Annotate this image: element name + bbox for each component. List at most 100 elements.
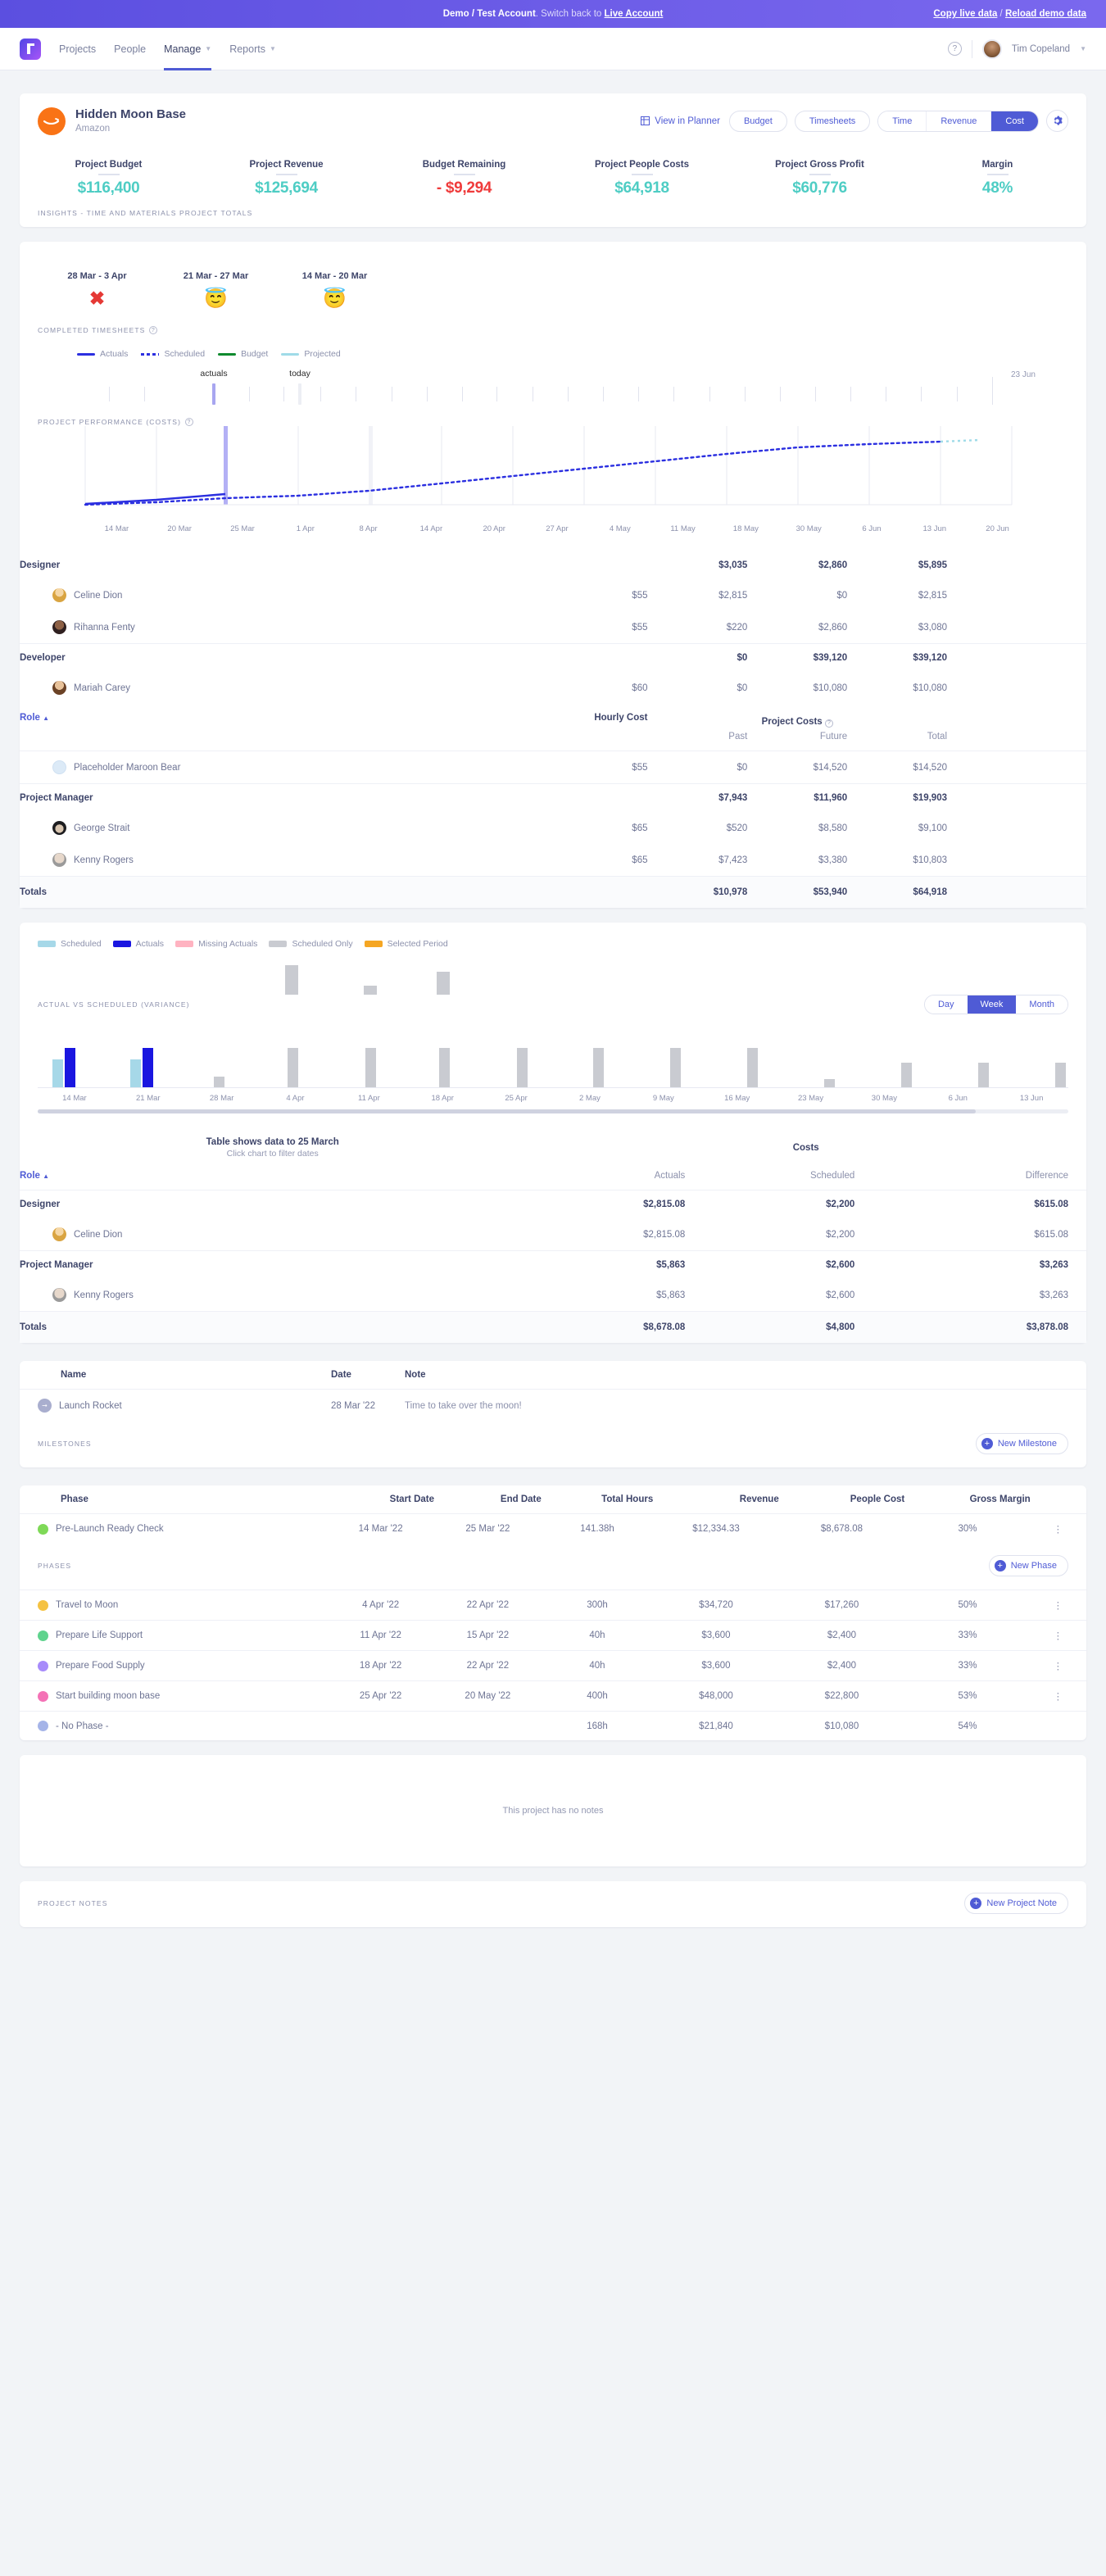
- column-header-past: Past: [647, 732, 748, 752]
- table-row[interactable]: ➞ Launch Rocket 28 Mar '22 Time to take …: [20, 1390, 1086, 1422]
- app-logo-icon[interactable]: [20, 38, 41, 60]
- phase-cost: $22,800: [778, 1680, 905, 1712]
- variance-chart[interactable]: [38, 1023, 1068, 1089]
- new-milestone-label: New Milestone: [997, 1439, 1057, 1449]
- role-group-name: Designer: [20, 560, 61, 571]
- sort-by-role[interactable]: Role ▲: [20, 704, 492, 732]
- table-row[interactable]: Travel to Moon 4 Apr '22 22 Apr '22 300h…: [20, 1590, 1086, 1621]
- gear-icon[interactable]: [1046, 110, 1068, 132]
- help-icon[interactable]: ?: [947, 42, 962, 56]
- table-row[interactable]: Placeholder Maroon Bear $55 $0 $14,520 $…: [20, 751, 1086, 785]
- nav-item-people[interactable]: People: [114, 28, 146, 70]
- timesheet-week[interactable]: 21 Mar - 27 Mar 😇: [156, 271, 275, 308]
- table-row[interactable]: Celine Dion $2,815.08 $2,200 $615.08: [20, 1218, 1086, 1252]
- phase-row-menu-icon[interactable]: ⋮: [1030, 1590, 1086, 1621]
- table-row[interactable]: Start building moon base 25 Apr '22 20 M…: [20, 1680, 1086, 1712]
- table-row[interactable]: Celine Dion $55 $2,815 $0 $2,815: [20, 579, 1086, 611]
- banner-separator: /: [997, 9, 1005, 19]
- phase-row-menu-icon[interactable]: ⋮: [1030, 1680, 1086, 1712]
- chevron-up-icon: ▲: [43, 714, 50, 723]
- hourly-cost: $55: [491, 611, 648, 645]
- table-row[interactable]: Prepare Life Support 11 Apr '22 15 Apr '…: [20, 1620, 1086, 1652]
- nav-item-manage[interactable]: Manage ▼: [164, 28, 212, 70]
- table-row[interactable]: Mariah Carey $60 $0 $10,080 $10,080: [20, 672, 1086, 704]
- group-scheduled: $2,600: [826, 1260, 855, 1271]
- table-row[interactable]: Kenny Rogers $5,863 $2,600 $3,263: [20, 1279, 1086, 1313]
- person-name: Kenny Rogers: [74, 1290, 134, 1300]
- scrollbar-thumb[interactable]: [38, 1109, 976, 1114]
- timesheet-week[interactable]: 14 Mar - 20 Mar 😇: [275, 271, 394, 308]
- new-project-note-button[interactable]: + New Project Note: [964, 1893, 1068, 1915]
- phases-caption: PHASES: [38, 1562, 72, 1571]
- column-header-hourly-cost: Hourly Cost: [594, 713, 648, 723]
- phase-revenue: $12,334.33: [692, 1524, 740, 1535]
- bar-scheduled-only: [517, 1048, 528, 1088]
- new-phase-button[interactable]: + New Phase: [988, 1555, 1068, 1577]
- budget-button[interactable]: Budget: [728, 110, 787, 132]
- performance-chart[interactable]: [38, 426, 1068, 524]
- phases-card: Phase Start Date End Date Total Hours Re…: [20, 1485, 1086, 1741]
- help-icon[interactable]: ?: [149, 326, 158, 335]
- phase-row-menu-icon[interactable]: ⋮: [1030, 1650, 1086, 1682]
- phase-start: 11 Apr '22: [327, 1620, 434, 1652]
- column-header-end-date: End Date: [434, 1485, 542, 1515]
- table-row[interactable]: George Strait $65 $520 $8,580 $9,100: [20, 812, 1086, 844]
- nav-item-projects[interactable]: Projects: [59, 28, 96, 70]
- copy-live-data-link[interactable]: Copy live data: [933, 9, 998, 19]
- range-day-button[interactable]: Day: [924, 995, 968, 1014]
- table-row[interactable]: Kenny Rogers $65 $7,423 $3,380 $10,803: [20, 844, 1086, 878]
- axis-tick: 11 May: [670, 524, 696, 534]
- tab-cost[interactable]: Cost: [991, 111, 1038, 131]
- milestones-card: Name Date Note ➞ Launch Rocket 28 Mar '2…: [20, 1361, 1086, 1468]
- range-month-button[interactable]: Month: [1016, 995, 1067, 1014]
- phase-cost: $10,080: [824, 1721, 859, 1731]
- help-icon[interactable]: ?: [185, 418, 193, 427]
- new-milestone-button[interactable]: + New Milestone: [975, 1433, 1068, 1455]
- phase-hours: 141.38h: [580, 1524, 614, 1535]
- legend-label: Scheduled: [61, 939, 102, 950]
- group-difference: $615.08: [1034, 1200, 1068, 1210]
- live-account-link[interactable]: Live Account: [604, 9, 664, 19]
- legend-item-budget: Budget: [218, 349, 268, 359]
- total-cost: $14,520: [847, 751, 947, 785]
- phases-footer: PHASES + New Phase: [20, 1544, 1086, 1590]
- reload-demo-data-link[interactable]: Reload demo data: [1004, 9, 1086, 19]
- sort-by-role[interactable]: Role ▲: [20, 1162, 526, 1191]
- bar-scheduled-only: [824, 1079, 835, 1088]
- help-icon[interactable]: ?: [824, 719, 833, 728]
- table-row[interactable]: Prepare Food Supply 18 Apr '22 22 Apr '2…: [20, 1650, 1086, 1682]
- nav-label-manage: Manage: [164, 43, 202, 55]
- page-title: Hidden Moon Base: [75, 107, 187, 121]
- chevron-down-icon[interactable]: ▼: [1080, 45, 1086, 52]
- phase-color-dot: [38, 1721, 48, 1732]
- variance-legend: Scheduled Actuals Missing Actuals Schedu…: [20, 923, 1086, 949]
- table-row[interactable]: Pre-Launch Ready Check 14 Mar '22 25 Mar…: [20, 1514, 1086, 1544]
- timesheet-week[interactable]: 28 Mar - 3 Apr ✖: [38, 271, 156, 308]
- future-cost: $8,580: [818, 823, 848, 833]
- hourly-cost: $65: [491, 844, 648, 878]
- tab-revenue[interactable]: Revenue: [927, 111, 992, 131]
- metric-value: 48%: [981, 179, 1013, 197]
- tab-time[interactable]: Time: [878, 111, 927, 131]
- chart-scrollbar[interactable]: [38, 1109, 1068, 1114]
- angel-face-icon: 😇: [204, 288, 228, 310]
- table-row[interactable]: - No Phase - 168h $21,840 $10,080 54%: [20, 1712, 1086, 1741]
- phase-name: Start building moon base: [56, 1691, 161, 1702]
- bar-scheduled-only: [288, 1048, 298, 1088]
- view-mode-toggle: Time Revenue Cost: [877, 110, 1039, 132]
- timesheets-button[interactable]: Timesheets: [794, 110, 871, 132]
- bar-scheduled-only: [593, 1048, 604, 1088]
- phase-row-menu-icon[interactable]: ⋮: [1030, 1620, 1086, 1652]
- completed-timesheets-caption: COMPLETED TIMESHEETS ?: [20, 315, 1086, 335]
- avatar[interactable]: [981, 39, 1002, 59]
- phase-row-menu-icon[interactable]: ⋮: [1053, 1525, 1064, 1535]
- nav-item-reports[interactable]: Reports ▼: [229, 28, 276, 70]
- phase-hours: 40h: [541, 1620, 654, 1652]
- group-scheduled: $2,200: [826, 1200, 855, 1210]
- demo-account-label: Demo / Test Account: [442, 9, 536, 19]
- view-in-planner-link[interactable]: View in Planner: [641, 116, 720, 126]
- legend-label: Projected: [304, 349, 341, 360]
- table-row[interactable]: Rihanna Fenty $55 $220 $2,860 $3,080: [20, 611, 1086, 645]
- help-glyph: ?: [952, 44, 958, 53]
- range-week-button[interactable]: Week: [967, 995, 1017, 1014]
